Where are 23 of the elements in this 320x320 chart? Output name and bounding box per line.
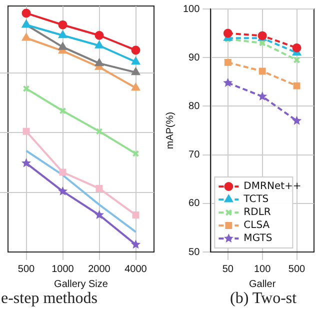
legend-label: RDLR [244,207,271,218]
y-tick-label: 60 [188,198,200,210]
y-axis-title: mAP(%) [164,112,176,150]
x-tick-label: 500 [18,264,36,275]
y-tick-label: 70 [188,150,200,161]
x-tick-label: 100 [254,264,272,275]
y-tick-label: 80 [188,100,200,112]
x-tick-label: 4000 [124,264,148,275]
legend-label: CLSA [244,220,270,232]
legend-label: DMRNet++ [244,181,302,192]
x-tick-label: 1000 [52,264,74,275]
x-tick-label: 50 [222,264,234,275]
y-tick-label: 90 [188,52,200,64]
x-axis-title: Gallery Size [54,278,108,290]
x-axis-title: Galler [249,278,276,290]
legend-label: MGTS [244,233,272,244]
y-tick-label: 50 [188,246,200,258]
text: (b) Two-st [230,290,297,308]
x-tick-label: 2000 [88,264,111,275]
y-tick-label: 100 [182,4,200,15]
legend-label: TCTS [242,194,269,206]
x-tick-label: 500 [288,264,306,275]
text: e-step methods [1,290,98,308]
